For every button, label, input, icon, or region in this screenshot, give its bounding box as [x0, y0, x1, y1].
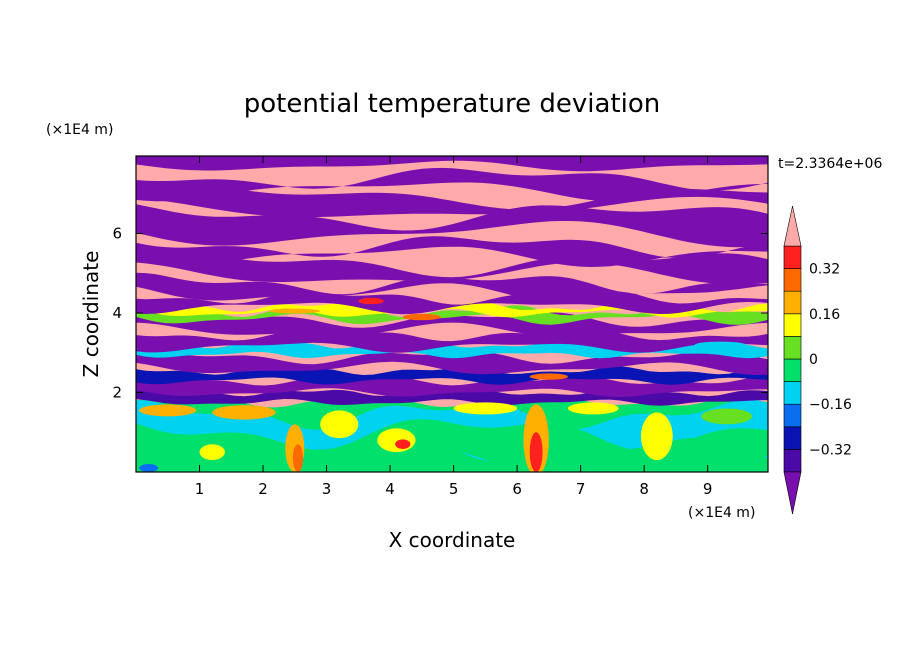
colorbar-segment	[783, 268, 802, 292]
colorbar-segment	[783, 336, 802, 360]
colorbar-segment	[783, 313, 802, 337]
contour-blob	[694, 341, 746, 349]
band-mid-purple-4	[136, 311, 768, 337]
plot-frame	[135, 155, 769, 473]
colorbar-segment	[783, 290, 802, 315]
contour-blob	[402, 313, 441, 321]
band-up-purple-top	[136, 156, 768, 172]
contour-blob	[640, 412, 673, 461]
x-tick-label: 4	[385, 480, 395, 498]
x-unit-label: (×1E4 m)	[688, 505, 755, 521]
colorbar-segment	[783, 381, 802, 405]
chart-title: potential temperature deviation	[244, 89, 660, 119]
band-up-purple-4	[136, 183, 768, 218]
colorbar-extend-bottom	[783, 471, 802, 515]
band-mid-purple-2	[136, 349, 768, 375]
contour-blob	[567, 402, 619, 415]
y-axis-label: Z coordinate	[79, 251, 103, 378]
contour-blob	[529, 432, 543, 472]
colorbar: 0.32 0.16 0 −0.16 −0.32	[783, 205, 852, 515]
colorbar-segment	[783, 426, 802, 450]
contour-blob	[212, 405, 276, 420]
y-tick-label: 6	[112, 225, 122, 243]
x-tick-label: 1	[195, 480, 205, 498]
band-up-purple-5	[136, 167, 768, 202]
contour-blobs	[139, 297, 753, 472]
x-tick-label: 9	[703, 480, 713, 498]
colorbar-extend-top	[783, 205, 802, 247]
contour-blob	[453, 402, 518, 415]
x-axis: 1 2 3 4 5 6 7 8 9	[195, 156, 713, 498]
time-label: t=2.3364e+06	[778, 156, 882, 172]
y-axis: 2 4 6	[112, 225, 768, 402]
band-mid-purple-3	[136, 329, 768, 353]
x-tick-label: 6	[512, 480, 522, 498]
contour-blob	[269, 308, 321, 314]
band-mid-purple-1	[136, 375, 768, 397]
contour-blob	[395, 439, 411, 449]
colorbar-tick-label: −0.32	[809, 442, 852, 458]
y-unit-label: (×1E4 m)	[46, 122, 113, 138]
contour-blob	[529, 373, 568, 380]
band-up-purple-3	[136, 204, 768, 248]
colorbar-tick-label: 0	[809, 352, 818, 368]
band-up-purple-2	[136, 236, 768, 267]
plot-area	[136, 156, 768, 472]
colorbar-tick-label: 0.32	[809, 262, 840, 278]
band-mid-purple-6	[136, 272, 768, 302]
contour-blob	[139, 464, 159, 472]
x-tick-label: 7	[576, 480, 586, 498]
contour-blob	[199, 444, 225, 461]
colorbar-tick-label: 0.16	[809, 307, 840, 323]
contour-blob	[701, 408, 753, 425]
contour-blob	[358, 297, 384, 305]
colorbar-segment	[783, 245, 802, 269]
colorbar-segment	[783, 358, 802, 382]
band-mid-darkblue	[136, 366, 768, 385]
x-tick-label: 8	[639, 480, 649, 498]
colorbar-segment	[783, 449, 802, 473]
x-tick-label: 5	[449, 480, 459, 498]
x-tick-label: 3	[322, 480, 332, 498]
y-tick-label: 4	[112, 304, 122, 322]
y-tick-label: 2	[112, 384, 122, 402]
x-axis-label: X coordinate	[389, 528, 516, 552]
contour-blob	[320, 410, 359, 439]
contour-blob	[292, 444, 304, 472]
x-tick-label: 2	[258, 480, 268, 498]
colorbar-tick-label: −0.16	[809, 397, 852, 413]
colorbar-segment	[783, 403, 802, 428]
contour-blob	[377, 428, 416, 453]
contour-blob	[139, 404, 197, 417]
